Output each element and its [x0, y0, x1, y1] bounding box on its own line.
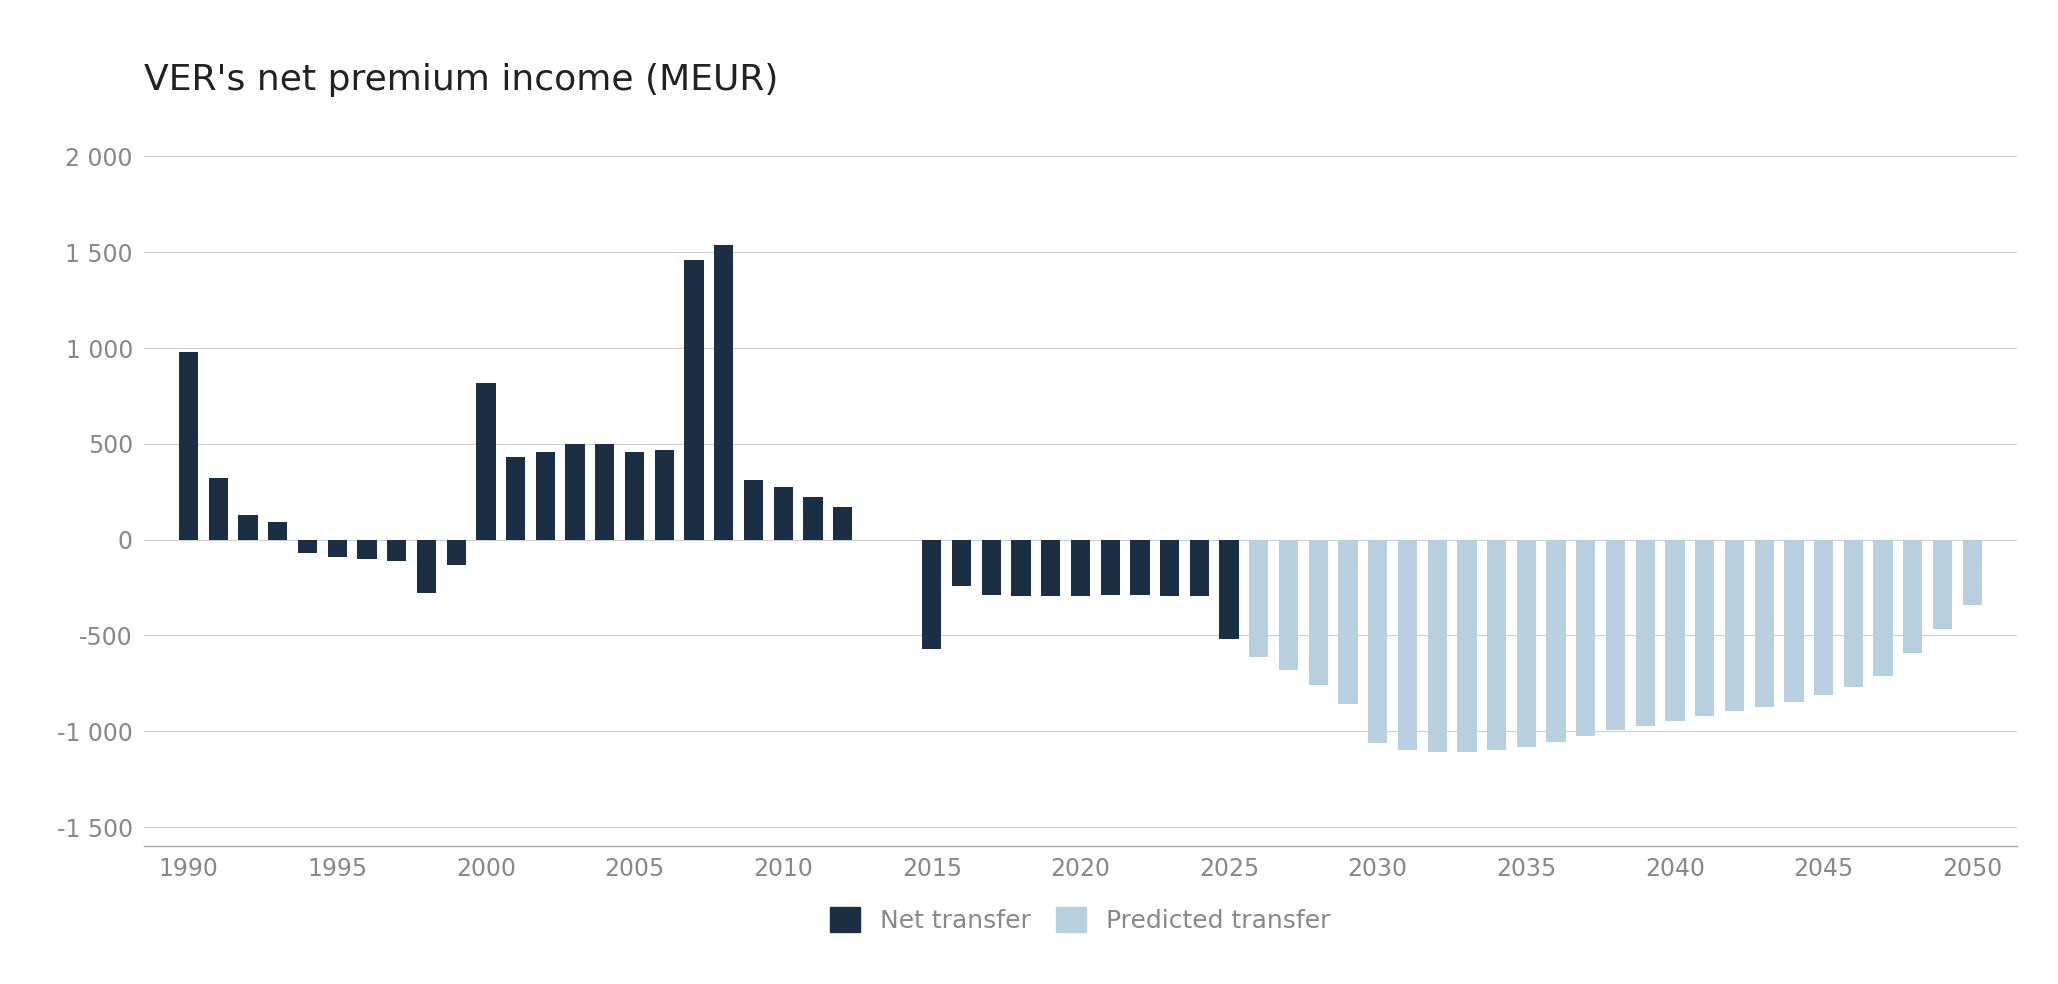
Bar — [654, 450, 673, 539]
Bar — [1784, 539, 1803, 702]
Bar — [1725, 539, 1743, 711]
Bar — [1428, 539, 1447, 753]
Bar — [358, 539, 377, 559]
Bar — [1457, 539, 1476, 753]
Bar — [418, 539, 436, 593]
Bar — [447, 539, 465, 565]
Bar — [1041, 539, 1060, 596]
Bar — [1161, 539, 1179, 596]
Bar — [179, 352, 198, 539]
Bar — [1636, 539, 1655, 725]
Bar — [1278, 539, 1299, 670]
Bar — [1338, 539, 1358, 705]
Bar — [1488, 539, 1506, 751]
Bar — [1309, 539, 1327, 685]
Bar — [1605, 539, 1626, 730]
Bar — [953, 539, 971, 585]
Bar — [239, 515, 257, 539]
Bar — [1576, 539, 1595, 736]
Bar — [1665, 539, 1686, 720]
Bar — [1070, 539, 1091, 596]
Bar — [535, 452, 556, 539]
Bar — [1904, 539, 1922, 652]
Bar — [208, 478, 228, 539]
Bar — [1963, 539, 1982, 605]
Bar — [506, 458, 525, 539]
Bar — [1249, 539, 1268, 656]
Bar — [1932, 539, 1953, 629]
Bar — [595, 444, 615, 539]
Bar — [268, 523, 288, 539]
Bar — [803, 498, 823, 539]
Bar — [298, 539, 317, 553]
Bar — [1873, 539, 1893, 676]
Bar — [743, 480, 764, 539]
Bar — [626, 452, 644, 539]
Bar — [1517, 539, 1535, 747]
Bar — [566, 444, 584, 539]
Legend: Net transfer, Predicted transfer: Net transfer, Predicted transfer — [821, 896, 1340, 943]
Bar — [1397, 539, 1418, 751]
Bar — [1813, 539, 1834, 695]
Bar — [1369, 539, 1387, 743]
Bar — [475, 383, 496, 539]
Bar — [1220, 539, 1239, 640]
Bar — [774, 487, 792, 539]
Bar — [1101, 539, 1120, 595]
Bar — [1190, 539, 1208, 596]
Bar — [982, 539, 1000, 595]
Bar — [1844, 539, 1862, 687]
Bar — [1696, 539, 1714, 716]
Bar — [1546, 539, 1566, 742]
Bar — [1755, 539, 1774, 707]
Bar — [327, 539, 348, 557]
Bar — [387, 539, 405, 561]
Text: VER's net premium income (MEUR): VER's net premium income (MEUR) — [144, 63, 778, 97]
Bar — [1130, 539, 1150, 595]
Bar — [833, 507, 852, 539]
Bar — [922, 539, 941, 648]
Bar — [714, 245, 733, 539]
Bar — [685, 260, 704, 539]
Bar — [1010, 539, 1031, 596]
